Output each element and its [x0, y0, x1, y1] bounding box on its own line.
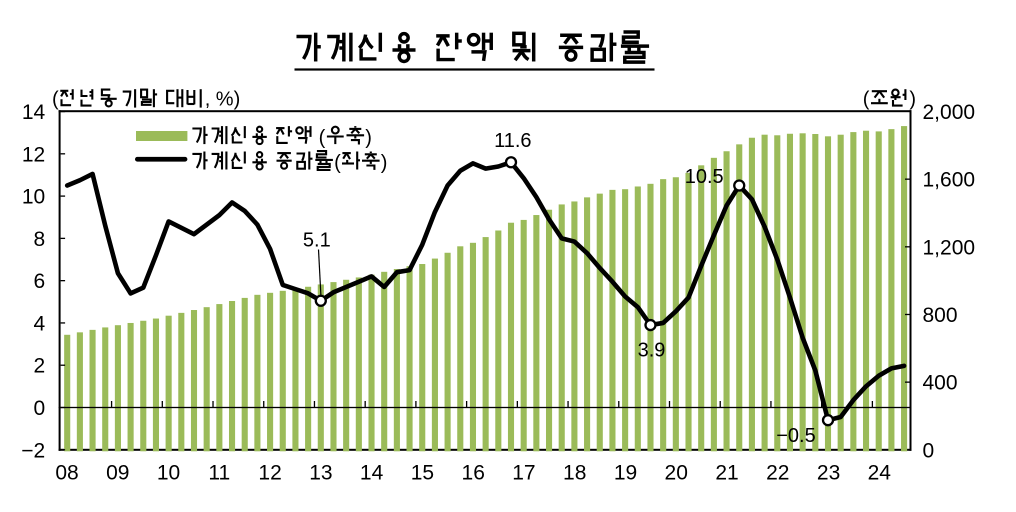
svg-text:14: 14 — [22, 101, 46, 124]
svg-text:0: 0 — [923, 439, 935, 462]
svg-text:24: 24 — [868, 462, 892, 485]
svg-text:09: 09 — [106, 462, 129, 485]
svg-text:): ) — [909, 89, 916, 111]
svg-text:0: 0 — [34, 397, 46, 420]
svg-text:20: 20 — [665, 462, 688, 485]
svg-text:2: 2 — [34, 355, 46, 378]
svg-text:400: 400 — [923, 372, 958, 395]
svg-text:13: 13 — [309, 462, 332, 485]
svg-text:(: ( — [319, 127, 326, 149]
svg-text:15: 15 — [411, 462, 434, 485]
svg-text:10.5: 10.5 — [685, 166, 724, 188]
svg-text:6: 6 — [34, 270, 46, 293]
svg-text:−0.5: −0.5 — [776, 425, 815, 447]
svg-text:14: 14 — [360, 462, 384, 485]
svg-text:2,000: 2,000 — [923, 101, 976, 124]
svg-text:3.9: 3.9 — [638, 340, 666, 362]
svg-text:22: 22 — [766, 462, 789, 485]
svg-text:19: 19 — [614, 462, 637, 485]
svg-text:18: 18 — [563, 462, 586, 485]
svg-text:10: 10 — [157, 462, 180, 485]
svg-text:12: 12 — [258, 462, 281, 485]
svg-text:17: 17 — [512, 462, 535, 485]
svg-text:11.6: 11.6 — [494, 130, 531, 152]
svg-text:21: 21 — [715, 462, 738, 485]
svg-text:10: 10 — [22, 186, 45, 209]
svg-text:(: ( — [863, 89, 870, 111]
svg-text:5.1: 5.1 — [303, 230, 331, 252]
svg-text:1,600: 1,600 — [923, 169, 976, 192]
svg-text:11: 11 — [208, 462, 230, 485]
svg-text:1,200: 1,200 — [923, 236, 976, 259]
svg-text:): ) — [365, 127, 372, 149]
svg-text:(: ( — [334, 152, 341, 174]
svg-text:(: ( — [52, 89, 59, 111]
svg-text:8: 8 — [34, 228, 46, 251]
svg-text:23: 23 — [817, 462, 840, 485]
svg-text:, %): , %) — [205, 89, 241, 111]
svg-text:−2: −2 — [21, 439, 45, 462]
svg-text:800: 800 — [923, 304, 958, 327]
svg-text:): ) — [381, 152, 388, 174]
svg-text:12: 12 — [22, 143, 45, 166]
svg-text:08: 08 — [55, 462, 78, 485]
svg-text:16: 16 — [462, 462, 485, 485]
svg-text:4: 4 — [34, 312, 46, 335]
